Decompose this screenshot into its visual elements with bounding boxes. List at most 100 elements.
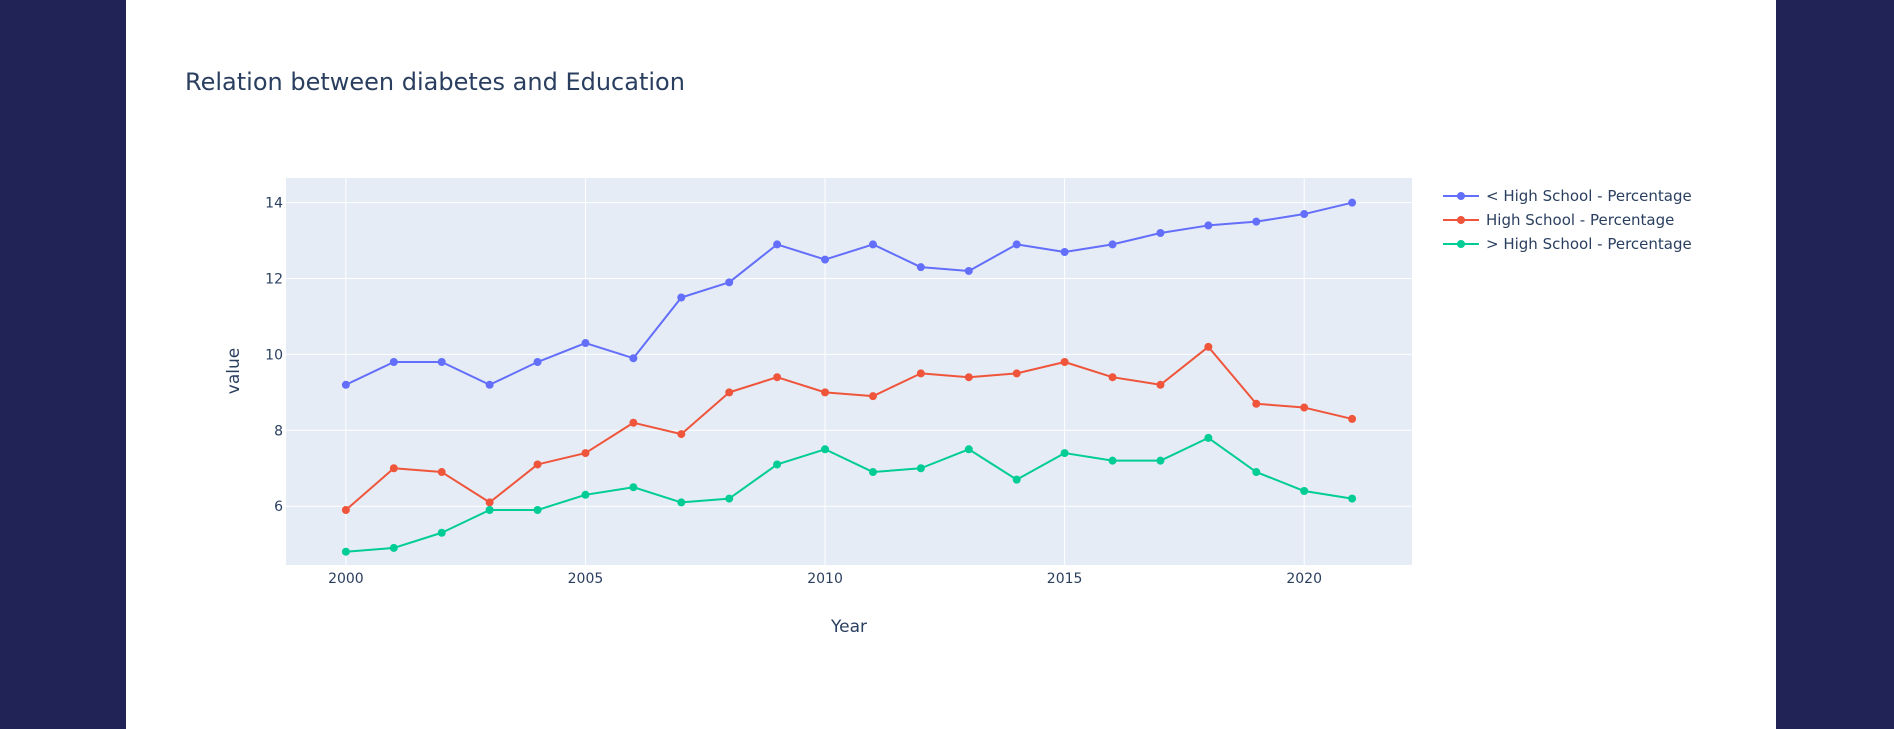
data-point[interactable]	[1300, 403, 1309, 412]
series-line	[345, 436, 1353, 553]
chart-title: Relation between diabetes and Education	[185, 68, 685, 96]
data-point[interactable]	[485, 380, 494, 389]
data-point[interactable]	[773, 240, 782, 249]
x-axis-ticks: 2000 2005 2010 2015 2020	[328, 571, 1322, 587]
data-point[interactable]	[629, 354, 638, 363]
data-point[interactable]	[725, 278, 734, 287]
y-tick-label: 10	[265, 347, 283, 363]
data-point[interactable]	[1348, 198, 1357, 207]
data-point[interactable]	[581, 449, 590, 458]
data-point[interactable]	[485, 498, 494, 507]
data-point[interactable]	[437, 358, 446, 367]
series-2	[341, 342, 1357, 514]
data-point[interactable]	[677, 498, 686, 507]
series-line	[345, 345, 1353, 511]
data-point[interactable]	[341, 547, 350, 556]
legend-swatch-marker	[1457, 192, 1465, 200]
y-axis-label: value	[224, 348, 244, 394]
data-point[interactable]	[1252, 399, 1261, 408]
data-point[interactable]	[1012, 475, 1021, 484]
y-tick-label: 6	[274, 499, 283, 515]
legend-label: > High School - Percentage	[1486, 235, 1692, 253]
data-point[interactable]	[533, 460, 542, 469]
data-point[interactable]	[1156, 380, 1165, 389]
y-tick-label: 8	[274, 423, 283, 439]
data-point[interactable]	[1348, 494, 1357, 503]
data-point[interactable]	[485, 505, 494, 514]
y-tick-label: 14	[265, 196, 283, 212]
data-point[interactable]	[341, 505, 350, 514]
x-tick-label: 2005	[568, 571, 604, 587]
legend-label: High School - Percentage	[1486, 211, 1674, 229]
data-point[interactable]	[916, 263, 925, 272]
data-point[interactable]	[389, 358, 398, 367]
data-point[interactable]	[1204, 342, 1213, 351]
data-point[interactable]	[677, 293, 686, 302]
data-point[interactable]	[389, 464, 398, 473]
data-point[interactable]	[581, 490, 590, 499]
data-point[interactable]	[629, 483, 638, 492]
data-point[interactable]	[437, 468, 446, 477]
legend-item[interactable]: High School - Percentage	[1443, 211, 1674, 229]
data-point[interactable]	[1156, 456, 1165, 465]
x-tick-label: 2010	[807, 571, 843, 587]
data-point[interactable]	[916, 464, 925, 473]
data-point[interactable]	[389, 543, 398, 552]
data-point[interactable]	[964, 373, 973, 382]
legend-item[interactable]: > High School - Percentage	[1443, 235, 1692, 253]
data-point[interactable]	[1012, 369, 1021, 378]
data-point[interactable]	[1108, 373, 1117, 382]
data-point[interactable]	[725, 388, 734, 397]
data-point[interactable]	[629, 418, 638, 427]
data-point[interactable]	[964, 266, 973, 275]
legend-item[interactable]: < High School - Percentage	[1443, 187, 1692, 205]
data-point[interactable]	[1108, 240, 1117, 249]
data-point[interactable]	[916, 369, 925, 378]
data-point[interactable]	[1252, 468, 1261, 477]
data-point[interactable]	[1204, 221, 1213, 230]
series-1	[341, 198, 1357, 389]
data-point[interactable]	[1060, 247, 1069, 256]
data-point[interactable]	[1300, 487, 1309, 496]
legend-swatch-marker	[1457, 240, 1465, 248]
data-point[interactable]	[581, 339, 590, 348]
x-tick-label: 2020	[1286, 571, 1322, 587]
data-point[interactable]	[1204, 433, 1213, 442]
x-tick-label: 2000	[328, 571, 364, 587]
data-point[interactable]	[773, 460, 782, 469]
data-point[interactable]	[533, 358, 542, 367]
data-point[interactable]	[533, 505, 542, 514]
data-point[interactable]	[725, 494, 734, 503]
data-point[interactable]	[1108, 456, 1117, 465]
data-point[interactable]	[1060, 449, 1069, 458]
plot-area	[286, 178, 1412, 565]
legend-label: < High School - Percentage	[1486, 187, 1692, 205]
data-point[interactable]	[773, 373, 782, 382]
data-point[interactable]	[1300, 210, 1309, 219]
data-point[interactable]	[821, 255, 830, 264]
data-point[interactable]	[1012, 240, 1021, 249]
legend[interactable]: < High School - Percentage High School - …	[1443, 187, 1692, 253]
data-point[interactable]	[1156, 229, 1165, 238]
series-line	[345, 201, 1353, 386]
series-layer	[341, 198, 1357, 556]
x-axis-label: Year	[830, 617, 867, 637]
data-point[interactable]	[868, 392, 877, 401]
data-point[interactable]	[677, 430, 686, 439]
data-point[interactable]	[341, 380, 350, 389]
x-tick-label: 2015	[1047, 571, 1083, 587]
data-point[interactable]	[1060, 358, 1069, 367]
grid-lines	[286, 178, 1412, 565]
data-point[interactable]	[437, 528, 446, 537]
series-3	[341, 433, 1357, 556]
data-point[interactable]	[964, 445, 973, 454]
data-point[interactable]	[868, 468, 877, 477]
data-point[interactable]	[1252, 217, 1261, 226]
y-tick-label: 12	[265, 272, 283, 288]
legend-swatch-marker	[1457, 216, 1465, 224]
data-point[interactable]	[821, 388, 830, 397]
data-point[interactable]	[1348, 414, 1357, 423]
data-point[interactable]	[821, 445, 830, 454]
data-point[interactable]	[868, 240, 877, 249]
